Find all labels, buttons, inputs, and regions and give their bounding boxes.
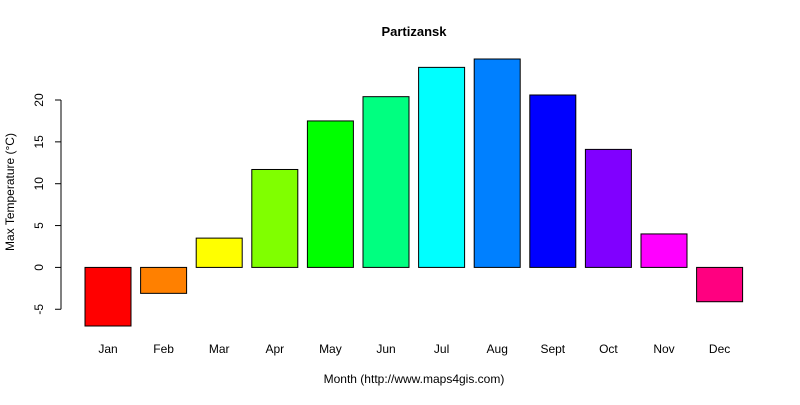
x-tick-label: Jul bbox=[434, 342, 449, 356]
y-axis: -5 0 5 10 15 20 bbox=[32, 93, 62, 315]
y-tick-label: -5 bbox=[32, 304, 46, 315]
y-tick-label: 10 bbox=[32, 177, 46, 191]
x-tick-label: Apr bbox=[265, 342, 284, 356]
bar-jan bbox=[84, 266, 132, 327]
y-tick-label: 5 bbox=[32, 222, 46, 229]
x-tick-label: Oct bbox=[599, 342, 618, 356]
bars-group bbox=[84, 58, 744, 327]
x-tick-label: Dec bbox=[709, 342, 730, 356]
x-tick-labels: Jan Feb Mar Apr May Jun Jul Aug Sept Oct Nov Dec bbox=[98, 342, 730, 356]
chart-title: Partizansk bbox=[381, 24, 447, 39]
bar-oct bbox=[584, 148, 632, 268]
x-tick-label: Nov bbox=[653, 342, 674, 356]
y-axis-label: Max Temperature (°C) bbox=[3, 133, 17, 251]
bar-dec bbox=[696, 266, 744, 303]
bar-feb bbox=[140, 266, 188, 294]
bar-aug bbox=[473, 58, 521, 268]
x-tick-label: Mar bbox=[209, 342, 230, 356]
bar-jun bbox=[362, 96, 410, 268]
x-axis-label: Month (http://www.maps4gis.com) bbox=[324, 372, 505, 386]
y-tick-label: 15 bbox=[32, 135, 46, 149]
x-tick-label: Jun bbox=[376, 342, 395, 356]
y-tick-label: 20 bbox=[32, 93, 46, 107]
x-tick-label: May bbox=[319, 342, 342, 356]
x-tick-label: Feb bbox=[153, 342, 174, 356]
bar-sept bbox=[529, 94, 577, 268]
bar-jul bbox=[418, 66, 466, 268]
x-tick-label: Sept bbox=[540, 342, 565, 356]
bar-nov bbox=[640, 233, 688, 268]
bar-mar bbox=[195, 237, 243, 268]
x-tick-label: Aug bbox=[487, 342, 508, 356]
bar-apr bbox=[251, 168, 299, 268]
bar-may bbox=[306, 120, 354, 268]
y-tick-label: 0 bbox=[32, 264, 46, 271]
x-tick-label: Jan bbox=[98, 342, 117, 356]
